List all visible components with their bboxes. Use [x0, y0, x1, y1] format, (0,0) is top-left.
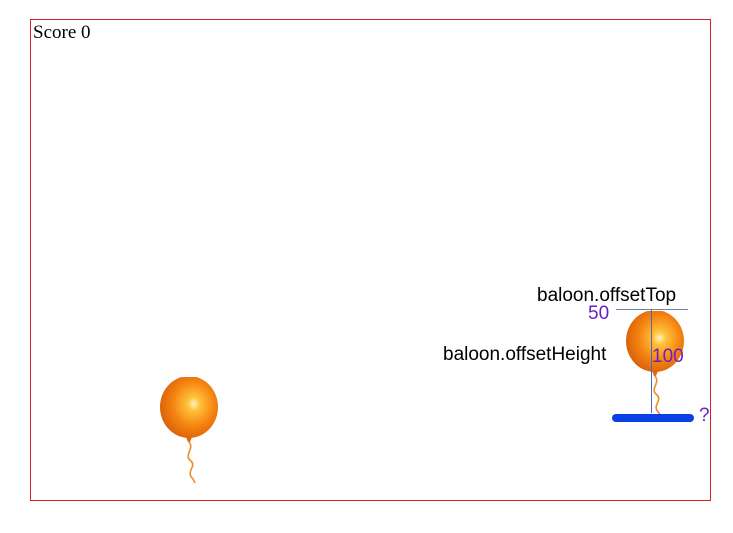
- platform-question-mark: ?: [699, 405, 710, 426]
- offset-top-label: baloon.offsetTop: [537, 285, 677, 306]
- offset-top-value: 50: [588, 303, 610, 324]
- balloon-left[interactable]: [159, 377, 219, 487]
- game-stage: Score 0 baloon.offsetTop 50 baloon.offse…: [30, 19, 711, 501]
- offset-height-line: [651, 309, 652, 413]
- score-display: Score 0: [33, 22, 91, 43]
- offset-height-label: baloon.offsetHeight: [443, 344, 607, 365]
- offset-height-value: 100: [652, 346, 684, 367]
- balloon-right[interactable]: [625, 311, 685, 421]
- offset-top-line: [616, 309, 688, 310]
- platform-paddle[interactable]: [612, 414, 694, 422]
